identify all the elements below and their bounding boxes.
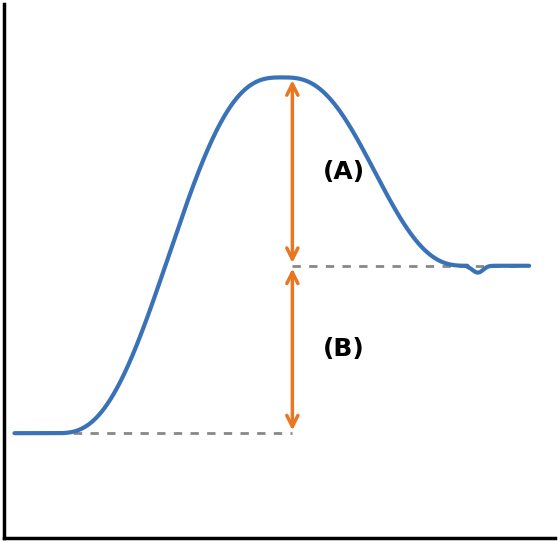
Text: (A): (A) bbox=[323, 159, 366, 184]
Text: (B): (B) bbox=[323, 338, 365, 362]
